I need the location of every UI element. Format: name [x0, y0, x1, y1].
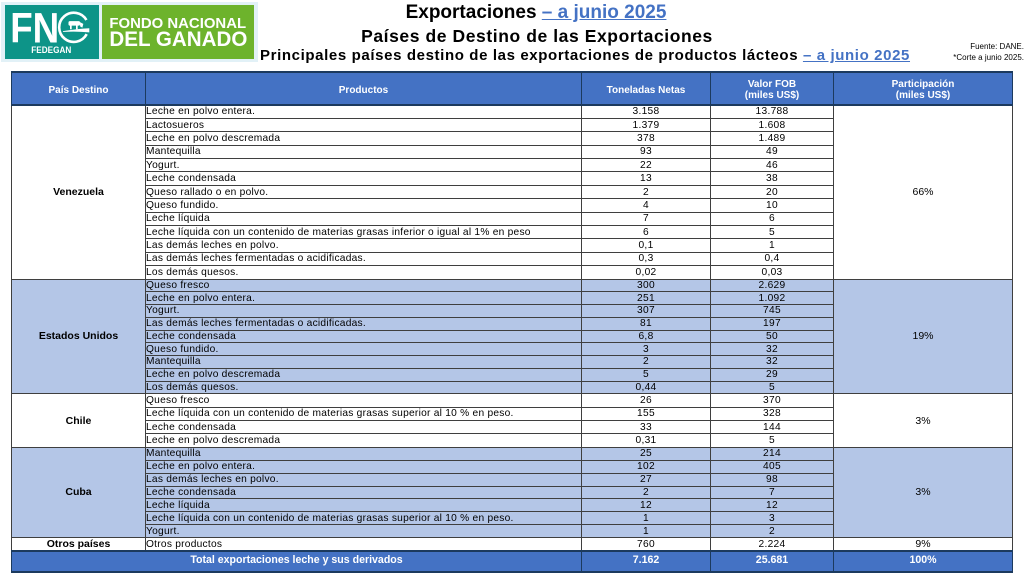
- svg-text:FEDEGAN: FEDEGAN: [31, 45, 71, 55]
- svg-text:FN: FN: [10, 5, 59, 52]
- svg-text:DEL GANADO: DEL GANADO: [109, 28, 247, 51]
- svg-text:FONDO NACIONAL: FONDO NACIONAL: [109, 14, 246, 31]
